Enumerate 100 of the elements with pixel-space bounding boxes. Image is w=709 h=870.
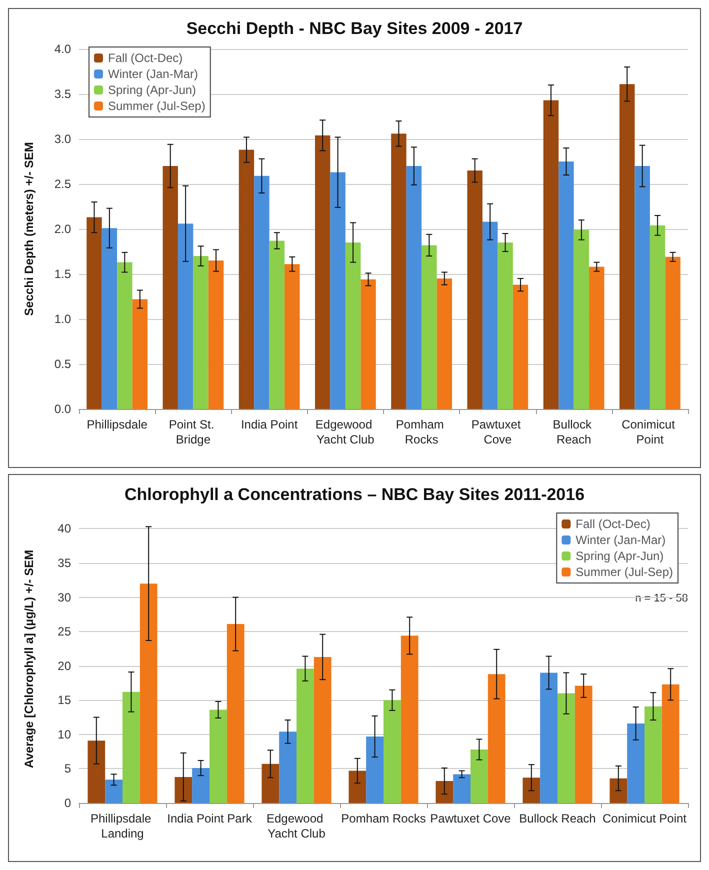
bar <box>558 162 574 409</box>
y-tick-label: 1.0 <box>54 312 72 326</box>
bar <box>86 217 102 409</box>
bar <box>665 256 680 409</box>
x-tick-label: Phillipsdale Landing <box>90 812 155 840</box>
bar <box>284 264 300 409</box>
legend-label: Fall (Oct-Dec) <box>108 51 183 65</box>
bar <box>122 692 140 803</box>
bar <box>470 750 488 803</box>
bar <box>512 284 528 409</box>
bar <box>522 778 540 803</box>
bar <box>88 740 106 803</box>
x-tick-label: Conimicut Point <box>602 812 688 826</box>
y-tick-label: 1.5 <box>54 267 72 281</box>
bar <box>436 781 454 803</box>
y-tick-label: 35 <box>58 556 72 570</box>
bar <box>174 776 192 803</box>
bar <box>140 584 158 803</box>
y-tick-label: 2.5 <box>54 177 72 191</box>
legend-label: Spring (Apr-Jun) <box>108 83 196 97</box>
x-tick-label: Pawtuxet Cove <box>430 812 512 826</box>
legend-label: Winter (Jan-Mar) <box>108 67 198 81</box>
y-tick-label: 5 <box>64 762 72 776</box>
y-tick-label: 3.5 <box>54 87 72 101</box>
y-axis-title: Average [Chlorophyll a] (µg/L) +/- SEM <box>22 550 36 768</box>
legend-label: Winter (Jan-Mar) <box>576 533 666 547</box>
x-tick-label: Bullock Reach <box>552 418 595 446</box>
bar <box>314 135 330 409</box>
bar <box>400 636 418 803</box>
bar <box>314 656 332 803</box>
y-tick-label: 40 <box>58 522 72 536</box>
bar <box>488 674 506 803</box>
bar <box>662 684 680 803</box>
bar <box>644 706 662 803</box>
bar <box>650 225 666 409</box>
bar <box>543 100 559 409</box>
bar <box>467 170 482 409</box>
x-tick-label: Point St. Bridge <box>168 418 218 446</box>
bar <box>238 150 254 409</box>
bar <box>192 768 210 803</box>
legend-label: Summer (Jul-Sep) <box>576 565 674 579</box>
bar <box>384 700 401 803</box>
x-tick-label: Pomham Rocks <box>396 418 448 446</box>
legend-label: Spring (Apr-Jun) <box>576 549 664 563</box>
bar <box>262 764 280 803</box>
bar <box>574 230 590 409</box>
bar <box>574 686 592 803</box>
bar <box>105 780 122 803</box>
chart-title: Secchi Depth - NBC Bay Sites 2009 - 2017 <box>186 19 523 38</box>
bar <box>269 240 285 409</box>
bar <box>366 736 384 803</box>
bar <box>254 176 270 409</box>
bar <box>453 774 470 803</box>
x-tick-label: Phillipsdale <box>86 418 148 432</box>
bar <box>102 228 118 409</box>
bar <box>279 732 296 803</box>
x-tick-label: India Point Park <box>167 812 253 826</box>
bar <box>348 770 366 803</box>
chart-title: Chlorophyll a Concentrations – NBC Bay Sites 2011-2016 <box>124 485 585 504</box>
bar <box>406 166 422 409</box>
bar <box>558 693 575 803</box>
bar <box>634 166 650 409</box>
bar <box>208 260 224 409</box>
y-tick-label: 20 <box>58 658 72 673</box>
bar <box>589 266 604 409</box>
bar <box>619 84 635 409</box>
bar <box>436 278 452 409</box>
y-axis-title: Secchi Depth (meters) +/- SEM <box>22 142 36 316</box>
y-tick-label: 3.0 <box>54 132 72 146</box>
bar <box>540 672 558 803</box>
legend-label: Summer (Jul-Sep) <box>108 99 206 113</box>
bar <box>627 723 644 803</box>
x-tick-label: Edgewood Yacht Club <box>315 418 376 446</box>
x-tick-label: Pawtuxet Cove <box>471 418 524 446</box>
y-tick-label: 25 <box>58 624 72 639</box>
y-tick-label: 30 <box>58 590 72 604</box>
bar <box>132 299 148 409</box>
x-tick-label: India Point <box>240 418 298 432</box>
bar <box>422 245 437 409</box>
bar <box>117 262 132 409</box>
x-tick-label: Edgewood Yacht Club <box>266 812 327 840</box>
bar <box>498 242 513 409</box>
x-tick-label: Bullock Reach <box>519 812 596 826</box>
y-tick-label: 0 <box>64 796 72 810</box>
bar <box>360 279 376 409</box>
bar <box>210 710 227 803</box>
y-tick-label: 4.0 <box>54 42 72 56</box>
y-tick-label: 0.5 <box>54 357 72 371</box>
bar <box>162 166 178 409</box>
y-tick-label: 10 <box>58 727 72 742</box>
bar <box>610 778 628 803</box>
bar <box>345 242 361 409</box>
bar <box>330 172 346 409</box>
legend-label: Fall (Oct-Dec) <box>576 517 650 531</box>
x-tick-label: Conimicut Point <box>622 418 678 446</box>
x-tick-label: Pomham Rocks <box>341 812 426 826</box>
y-tick-label: 2.0 <box>54 222 72 236</box>
bar <box>482 222 498 409</box>
y-tick-label: 0.0 <box>54 402 72 416</box>
bar <box>178 224 194 409</box>
